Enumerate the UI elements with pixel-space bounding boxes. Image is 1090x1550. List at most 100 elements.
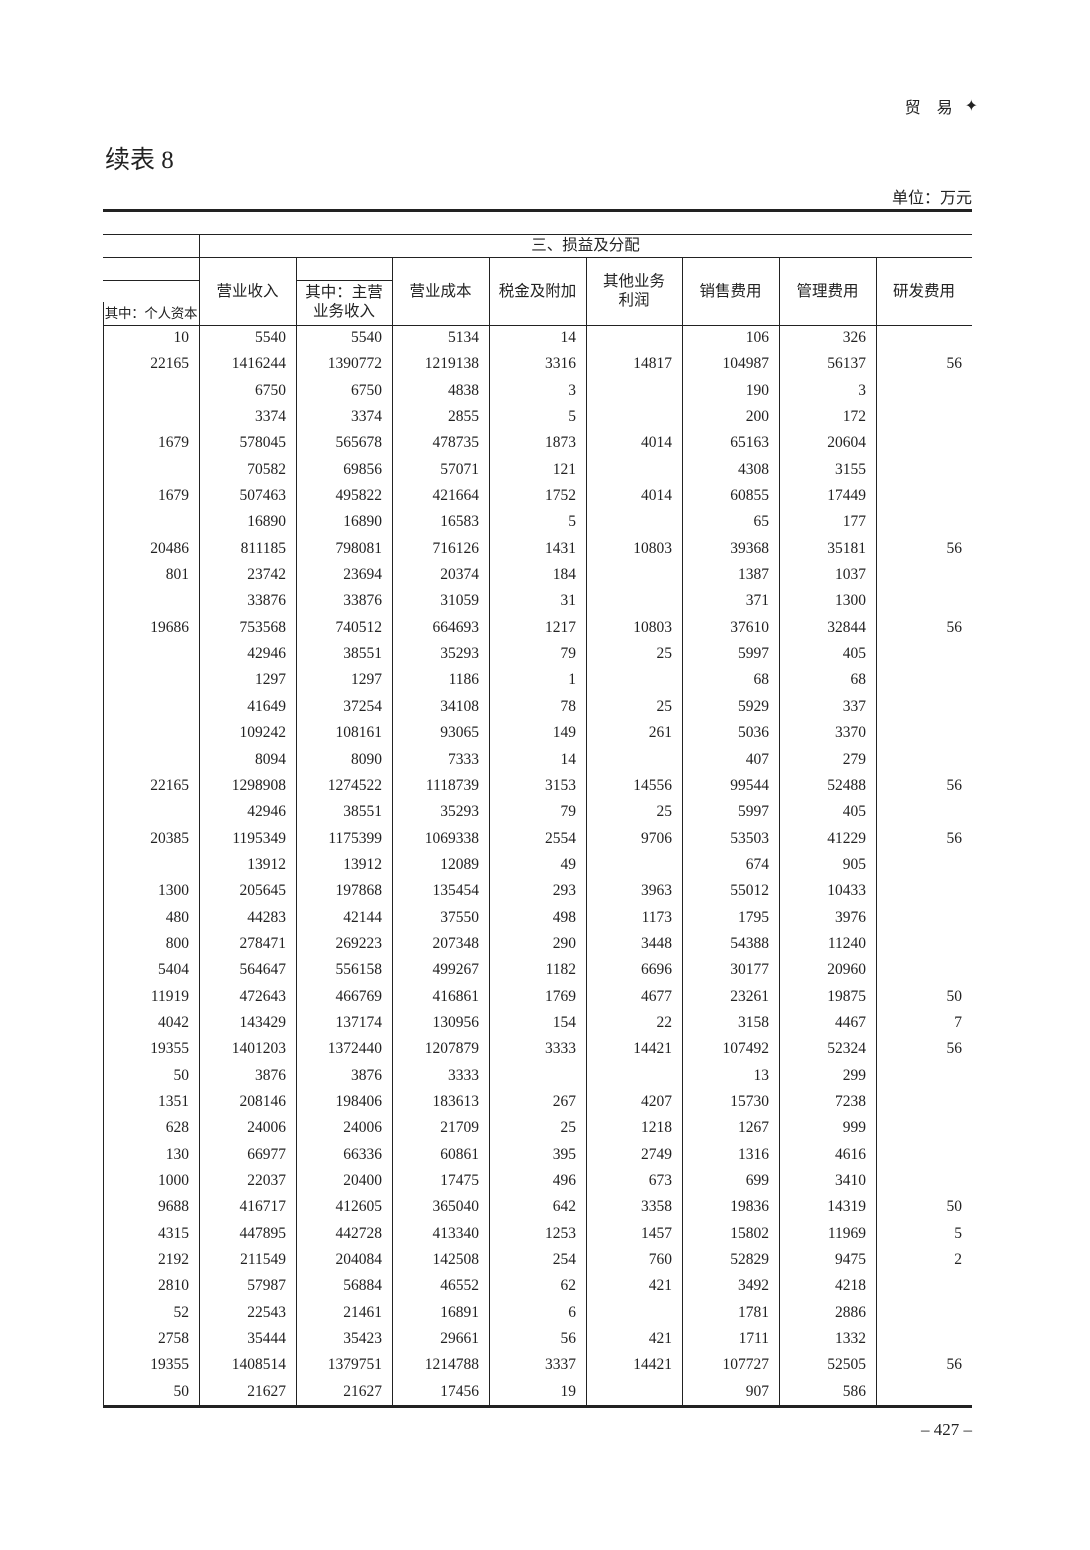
table-cell: 21461 [343,1303,382,1321]
table-cell: 495822 [335,487,383,505]
table-cell [876,957,972,983]
table-cell [876,588,972,614]
table-row: 800 278471 269223 207348 290 3448 54388 11240 [103,931,972,957]
table-cell: 68 [753,671,770,689]
column-divider [779,257,780,1405]
table-cell: 586 [842,1382,866,1400]
table-cell: 154 [552,1013,576,1031]
table-cell: 421 [648,1277,672,1295]
table-cell: 1873 [545,434,576,452]
table-cell: 254 [552,1251,576,1269]
table-cell: 50 [946,1198,963,1216]
table-cell: 365040 [432,1198,480,1216]
table-cell: 3358 [641,1198,672,1216]
table-cell: 3963 [641,882,672,900]
table-cell: 7238 [835,1092,866,1110]
header-bottom-rule [103,325,972,326]
table-cell: 12089 [440,855,479,873]
table-cell: 108161 [335,724,383,742]
table-cell: 5929 [738,697,769,715]
column-divider [682,257,683,1405]
table-cell: 17456 [440,1382,479,1400]
table-cell [586,1063,682,1089]
table-cell: 200 [745,408,769,426]
table-cell [876,694,972,720]
table-cell: 480 [165,908,189,926]
table-cell: 2554 [545,829,576,847]
table-cell: 673 [648,1172,672,1189]
table-cell [103,641,199,667]
table-cell: 1387 [738,566,769,584]
table-cell: 68 [850,671,867,689]
table-cell: 29661 [440,1330,479,1348]
table-cell: 207348 [432,934,480,952]
table-cell: 22543 [247,1303,286,1321]
table-cell: 478735 [432,434,480,452]
table-cell: 2749 [641,1145,672,1163]
table-cell: 290 [552,934,576,952]
table-cell: 35181 [827,539,866,557]
header-rule [103,234,972,235]
table-cell: 1182 [545,961,576,979]
table-cell: 1781 [738,1303,769,1321]
table-cell: 3333 [448,1066,479,1084]
table-cell: 1218 [641,1119,672,1137]
table-cell: 1000 [158,1172,189,1189]
table-cell: 149 [552,724,576,742]
table-cell: 56884 [343,1277,382,1295]
table-cell: 3370 [835,724,866,742]
table-cell [586,852,682,878]
table-cell: 4014 [641,434,672,452]
table-cell: 19355 [150,1356,189,1374]
table-cell [876,430,972,456]
table-cell: 1186 [448,671,479,689]
table-cell: 10433 [827,882,866,900]
table-cell: 4677 [641,987,672,1005]
table-cell: 466769 [335,987,383,1005]
table-cell: 19875 [827,987,866,1005]
table-cell: 35293 [440,645,479,663]
table-cell: 1300 [158,882,189,900]
table-row: 1351 208146 198406 183613 267 4207 15730 7238 [103,1089,972,1115]
table-cell: 52324 [827,1040,866,1058]
table-cell: 15802 [730,1224,769,1242]
table-cell: 24006 [247,1119,286,1137]
table-cell: 447895 [239,1224,287,1242]
table-cell [103,588,199,614]
table-row: 480 44283 42144 37550 498 1173 1795 3976 [103,905,972,931]
table-cell [876,562,972,588]
table-cell: 25 [656,697,673,715]
table-cell: 25 [560,1119,577,1137]
column-header: 营业收入 [216,283,279,300]
column-divider [489,257,490,1405]
table-row: 10 5540 5540 5134 14 106 326 [103,325,972,351]
table-cell: 564647 [239,961,287,979]
table-cell: 496 [552,1172,576,1189]
table-cell: 405 [842,803,866,821]
table-row: 1297 1297 1186 1 68 68 [103,667,972,693]
table-cell [586,747,682,773]
table-cell [103,852,199,878]
table-cell: 38551 [343,803,382,821]
table-cell: 65 [753,513,770,531]
table-cell [876,1089,972,1115]
table-cell: 3374 [255,408,286,426]
table-cell: 9706 [641,829,672,847]
column-divider [392,257,393,1405]
table-cell [103,667,199,693]
table-row: 2758 35444 35423 29661 56 421 1711 1332 [103,1326,972,1352]
table-row: 4042 143429 137174 130956 154 22 3158 4467 7 [103,1010,972,1036]
page-number: – 427 – [921,1420,972,1439]
table-row: 109242 108161 93065 149 261 5036 3370 [103,720,972,746]
table-cell: 1217 [545,618,576,636]
table-cell: 1195349 [232,829,286,847]
table-cell [103,694,199,720]
table-row: 11919 472643 466769 416861 1769 4677 23261 1987… [103,984,972,1010]
table-cell: 24006 [343,1119,382,1137]
table-cell: 56 [946,1040,963,1058]
table-cell: 8094 [255,750,286,768]
table-cell: 204084 [335,1251,383,1269]
table-cell [586,325,682,351]
table-cell: 197868 [335,882,383,900]
table-cell: 4315 [158,1224,189,1242]
